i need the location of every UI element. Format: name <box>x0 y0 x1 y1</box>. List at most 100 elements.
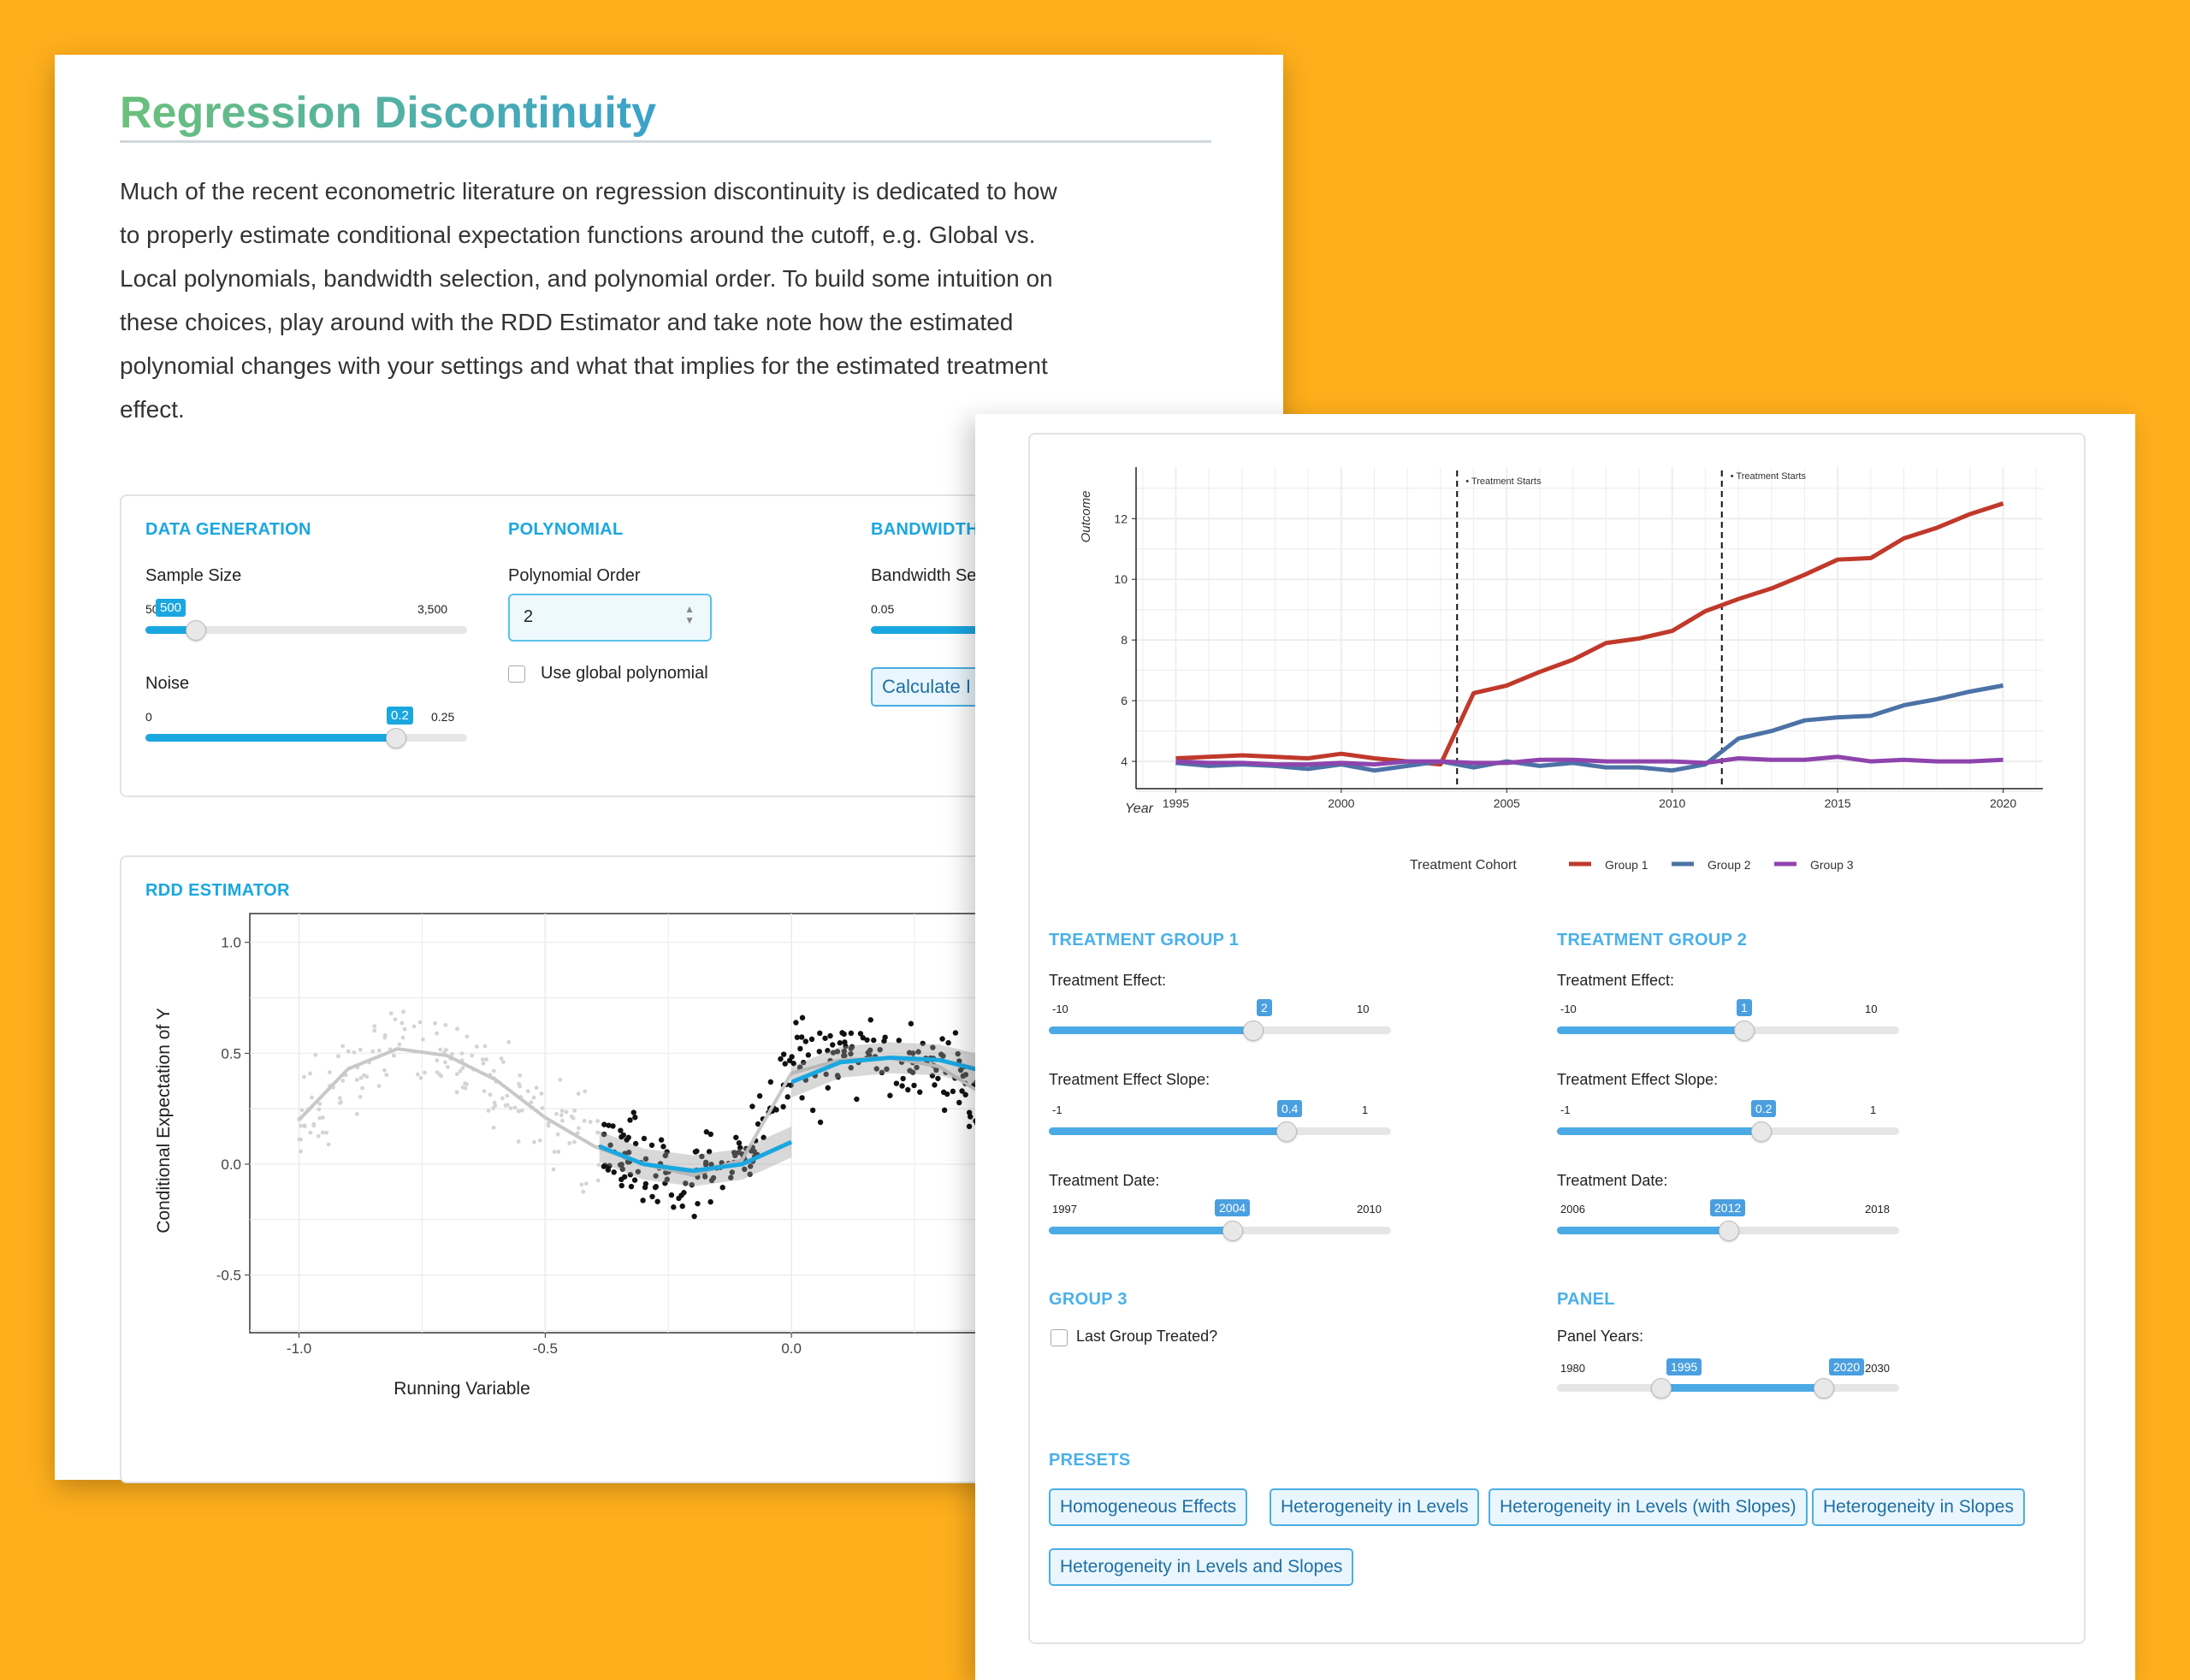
rdd-point-outside-bandwidth <box>486 1108 491 1113</box>
rdd-point <box>736 1140 743 1146</box>
panel-years-max: 2030 <box>1865 1362 1890 1375</box>
rdd-point <box>941 1107 948 1114</box>
rdd-point-outside-bandwidth <box>311 1123 317 1128</box>
g2-effect-slider-handle[interactable] <box>1734 1020 1755 1041</box>
did-x-tick-label: 2000 <box>1328 796 1354 810</box>
rdd-point <box>900 1075 906 1082</box>
rdd-point-outside-bandwidth <box>572 1109 577 1113</box>
rdd-fit-left <box>598 1139 793 1174</box>
rdd-point <box>773 1107 779 1113</box>
rdd-fit-right <box>790 1056 985 1085</box>
rdd-point <box>653 1184 660 1190</box>
rdd-point <box>631 1177 638 1183</box>
rdd-point <box>960 1073 966 1080</box>
rdd-point <box>756 1093 763 1099</box>
g2-slope-slider-handle[interactable] <box>1751 1121 1772 1142</box>
rdd-point-outside-bandwidth <box>532 1139 536 1145</box>
rdd-point <box>780 1051 787 1057</box>
rdd-point-outside-bandwidth <box>358 1094 363 1099</box>
rdd-global-curve <box>298 1047 1092 1177</box>
polynomial-order-value: 2 <box>524 607 534 626</box>
preset-heterogeneity-levels-and-slopes-button[interactable]: Heterogeneity in Levels and Slopes <box>1049 1548 1354 1586</box>
rdd-point-outside-bandwidth <box>397 1042 402 1047</box>
rdd-point <box>841 1048 848 1055</box>
rdd-point-outside-bandwidth <box>488 1092 493 1097</box>
rdd-point-outside-bandwidth <box>401 1009 405 1015</box>
g1-date-slider-handle[interactable] <box>1222 1221 1243 1241</box>
sample-size-slider[interactable] <box>145 626 467 634</box>
did-y-tick-label: 8 <box>1121 633 1128 647</box>
rdd-point-outside-bandwidth <box>484 1057 488 1062</box>
rdd-point-outside-bandwidth <box>500 1060 506 1064</box>
bandwidth-heading: BANDWIDTH <box>871 520 980 539</box>
rdd-point <box>640 1198 646 1204</box>
rdd-point <box>794 1034 801 1040</box>
sample-size-slider-handle[interactable] <box>186 620 206 641</box>
g2-effect-max: 10 <box>1865 1003 1878 1015</box>
g2-date-slider-handle[interactable] <box>1719 1221 1739 1241</box>
panel-years-min: 1980 <box>1560 1362 1585 1375</box>
rdd-point <box>642 1184 648 1191</box>
rdd-point-outside-bandwidth <box>376 1048 382 1053</box>
panel-years-from-handle[interactable] <box>1651 1378 1672 1399</box>
rdd-point <box>817 1119 824 1126</box>
rdd-point <box>628 1183 635 1190</box>
rdd-point <box>605 1167 612 1173</box>
rdd-point-outside-bandwidth <box>299 1108 305 1113</box>
rdd-x-tick-label: -1.0 <box>287 1340 311 1357</box>
rdd-point <box>635 1168 642 1174</box>
rdd-point-outside-bandwidth <box>384 1073 389 1077</box>
global-polynomial-checkbox[interactable] <box>508 665 525 683</box>
rdd-point-outside-bandwidth <box>454 1072 459 1077</box>
rdd-point <box>607 1142 613 1148</box>
rdd-point <box>733 1134 739 1140</box>
calculate-bandwidth-button[interactable]: Calculate I <box>871 667 982 707</box>
rdd-point-outside-bandwidth <box>299 1149 303 1154</box>
rdd-point-outside-bandwidth <box>299 1123 303 1128</box>
panel-years-label: Panel Years: <box>1557 1328 1644 1345</box>
rdd-point-outside-bandwidth <box>340 1044 346 1049</box>
rdd-point <box>887 1092 893 1098</box>
rdd-point <box>801 1059 807 1066</box>
rdd-point-outside-bandwidth <box>454 1090 459 1095</box>
rdd-y-tick-label: 0.0 <box>221 1156 241 1173</box>
g1-slope-slider-handle[interactable] <box>1276 1121 1297 1142</box>
polynomial-heading: POLYNOMIAL <box>508 520 624 539</box>
preset-heterogeneity-levels-slopes-button[interactable]: Heterogeneity in Levels (with Slopes) <box>1489 1488 1808 1526</box>
series-line-group-1 <box>1175 501 2004 767</box>
polynomial-order-input[interactable]: 2 ▲ ▼ <box>508 594 712 642</box>
preset-heterogeneity-slopes-button[interactable]: Heterogeneity in Slopes <box>1812 1488 2025 1526</box>
last-group-treated-checkbox[interactable] <box>1051 1329 1068 1346</box>
rdd-point-outside-bandwidth <box>595 1130 600 1135</box>
noise-slider-fill <box>145 734 402 742</box>
g1-slope-max: 1 <box>1362 1103 1369 1116</box>
rdd-point <box>797 1045 803 1052</box>
rdd-point-outside-bandwidth <box>372 1024 377 1028</box>
stepper-icon[interactable]: ▲ ▼ <box>684 603 695 626</box>
rdd-point-outside-bandwidth <box>411 1024 417 1029</box>
rdd-point-outside-bandwidth <box>516 1139 521 1144</box>
rdd-point <box>782 1061 788 1067</box>
panel-years-to-handle[interactable] <box>1814 1378 1834 1399</box>
rdd-point <box>908 1020 914 1026</box>
rdd-point-outside-bandwidth <box>480 1057 485 1062</box>
rdd-point-outside-bandwidth <box>388 1011 394 1016</box>
noise-slider-handle[interactable] <box>386 728 406 748</box>
rdd-point <box>867 1017 873 1023</box>
g2-slope-min: -1 <box>1560 1103 1571 1116</box>
rdd-point-outside-bandwidth <box>338 1101 342 1105</box>
rdd-point <box>642 1156 649 1162</box>
g1-date-min: 1997 <box>1052 1203 1077 1216</box>
preset-heterogeneity-levels-button[interactable]: Heterogeneity in Levels <box>1270 1488 1480 1526</box>
rdd-point <box>920 1040 926 1046</box>
g1-effect-slider-handle[interactable] <box>1243 1020 1264 1041</box>
rdd-point-outside-bandwidth <box>539 1091 544 1096</box>
rdd-point-outside-bandwidth <box>595 1178 601 1183</box>
preset-homogeneous-effects-button[interactable]: Homogeneous Effects <box>1049 1488 1248 1526</box>
rdd-point-outside-bandwidth <box>482 1044 488 1049</box>
rdd-point-outside-bandwidth <box>400 1020 405 1026</box>
rdd-point <box>950 1088 956 1095</box>
rdd-point <box>841 1052 847 1059</box>
rdd-point-outside-bandwidth <box>531 1095 536 1100</box>
rdd-point-outside-bandwidth <box>506 1039 512 1044</box>
